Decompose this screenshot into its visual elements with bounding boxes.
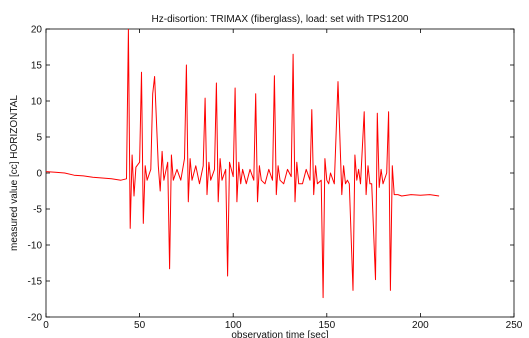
chart-title: Hz-disortion: TRIMAX (fiberglass), load:… <box>152 14 409 25</box>
x-tick-label: 0 <box>43 320 49 331</box>
y-tick-label: -15 <box>28 277 43 288</box>
y-tick-label: 15 <box>31 61 43 72</box>
y-tick-label: 5 <box>36 133 42 144</box>
y-tick-label: 20 <box>31 25 43 36</box>
y-tick-label: -5 <box>33 205 42 216</box>
y-axis-label: measured value [cc] HORIZONTAL <box>9 95 20 251</box>
x-tick-label: 100 <box>225 320 242 331</box>
y-tick-label: 0 <box>36 169 42 180</box>
x-tick-label: 250 <box>506 320 523 331</box>
y-tick-label: 10 <box>31 97 43 108</box>
y-tick-label: -20 <box>28 313 43 324</box>
x-tick-label: 200 <box>412 320 429 331</box>
x-tick-label: 50 <box>134 320 146 331</box>
x-tick-label: 150 <box>318 320 335 331</box>
y-tick-label: -10 <box>28 241 43 252</box>
x-axis-label: observation time [sec] <box>231 330 328 338</box>
plot-area-frame <box>45 28 515 318</box>
series-line <box>46 29 440 299</box>
